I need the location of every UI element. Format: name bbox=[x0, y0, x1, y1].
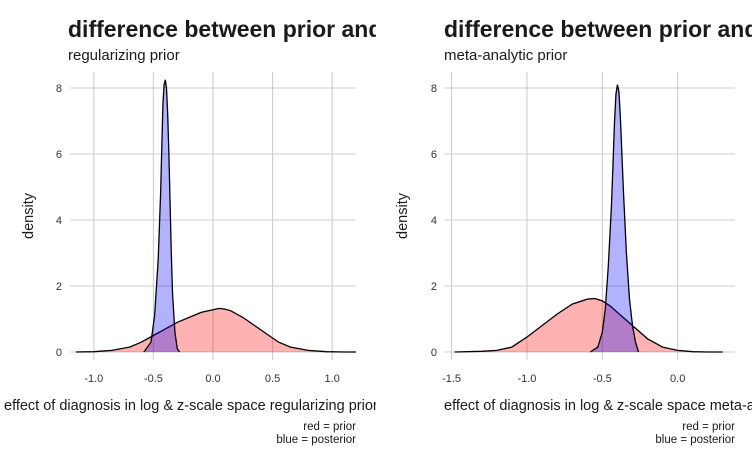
density-line-series-1 bbox=[75, 307, 356, 353]
chart-panel-2: 0 2 4 6 8 -1.5 -1.0 -0.5 0.0 density effect of dia… bbox=[395, 16, 752, 446]
chart-panel-1: 0 2 4 6 8 -1.0 -0.5 0.0 0.5 1.0 density effect of d… bbox=[4, 16, 489, 446]
y-tick-label: 2 bbox=[56, 281, 62, 293]
x-tick-label: -1.0 bbox=[84, 373, 103, 385]
x-tick-label: 0.0 bbox=[205, 373, 220, 385]
chart-caption-line: blue = posterior bbox=[276, 434, 356, 446]
x-tick-label: -0.5 bbox=[144, 373, 163, 385]
density-line-series-2 bbox=[589, 84, 640, 353]
density-area-series-1 bbox=[454, 298, 723, 352]
chart-title: difference between prior and posterior bbox=[444, 16, 752, 42]
chart-caption-line: red = prior bbox=[682, 421, 735, 433]
y-tick-label: 4 bbox=[431, 215, 437, 227]
y-tick-label: 6 bbox=[431, 149, 437, 161]
y-tick-label: 2 bbox=[431, 281, 437, 293]
density-area-series-2 bbox=[590, 84, 639, 352]
y-tick-label: 8 bbox=[56, 83, 62, 95]
y-tick-label: 6 bbox=[56, 149, 62, 161]
density-area-series-1 bbox=[76, 308, 356, 352]
chart-title: difference between prior and posterior bbox=[68, 16, 489, 42]
y-axis-title: density bbox=[21, 192, 37, 239]
x-tick-label: 0.5 bbox=[265, 373, 280, 385]
chart-caption-line: red = prior bbox=[303, 421, 356, 433]
chart-caption-line: blue = posterior bbox=[655, 434, 735, 446]
y-tick-label: 0 bbox=[431, 347, 437, 359]
chart-subtitle: meta-analytic prior bbox=[444, 47, 567, 64]
y-tick-label: 0 bbox=[56, 347, 62, 359]
chart-subtitle: regularizing prior bbox=[68, 47, 180, 64]
density-line-series-1 bbox=[454, 297, 723, 353]
x-axis-title: effect of diagnosis in log & z-scale spa… bbox=[4, 398, 378, 414]
y-tick-label: 8 bbox=[431, 83, 437, 95]
y-axis-title: density bbox=[395, 192, 411, 239]
x-axis-title: effect of diagnosis in log & z-scale spa… bbox=[444, 398, 752, 414]
x-tick-label: 0.0 bbox=[670, 373, 685, 385]
x-tick-label: -1.5 bbox=[442, 373, 461, 385]
density-area-series-2 bbox=[143, 79, 180, 353]
density-line-series-2 bbox=[143, 79, 181, 353]
x-tick-label: -0.5 bbox=[593, 373, 612, 385]
y-tick-label: 4 bbox=[56, 215, 62, 227]
x-tick-label: -1.0 bbox=[517, 373, 536, 385]
x-tick-label: 1.0 bbox=[325, 373, 340, 385]
